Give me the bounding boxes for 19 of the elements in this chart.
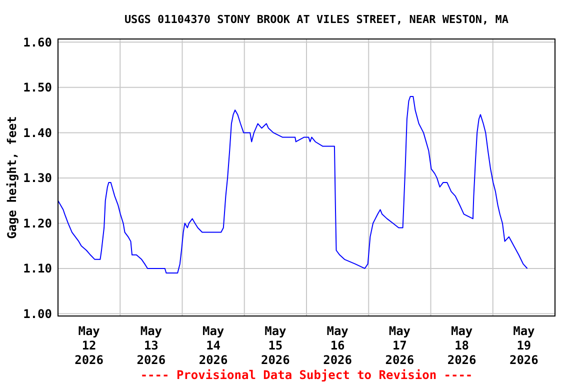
x-tick-label: May 19 2026: [509, 324, 538, 367]
y-tick-label: 1.60: [23, 35, 52, 50]
x-tick-label: May 17 2026: [385, 324, 414, 367]
y-tick-label: 1.40: [23, 126, 52, 140]
x-tick-label: May 12 2026: [74, 324, 104, 367]
line-series: [58, 96, 528, 274]
y-tick-label: 1.50: [23, 80, 52, 95]
y-tick-label: 1.30: [23, 171, 52, 186]
y-tick-label: 1.10: [23, 262, 52, 276]
y-tick-label: 1.00: [23, 306, 52, 321]
x-tick-label: May 13 2026: [136, 324, 166, 367]
x-tick-label: May 16 2026: [323, 324, 352, 367]
y-tick-label: 1.20: [23, 216, 52, 230]
x-tick-label: May 18 2026: [447, 324, 476, 367]
chart-title: USGS 01104370 STONY BROOK AT VILES STREET, NEAR WESTON, MA: [124, 13, 509, 26]
y-axis-title: Gage height, feet: [5, 116, 19, 239]
x-tick-label: May 14 2026: [198, 324, 228, 367]
text: ---- Provisional Data Subject to Revision ----: [140, 368, 473, 382]
x-tick-label: May 15 2026: [260, 324, 290, 367]
